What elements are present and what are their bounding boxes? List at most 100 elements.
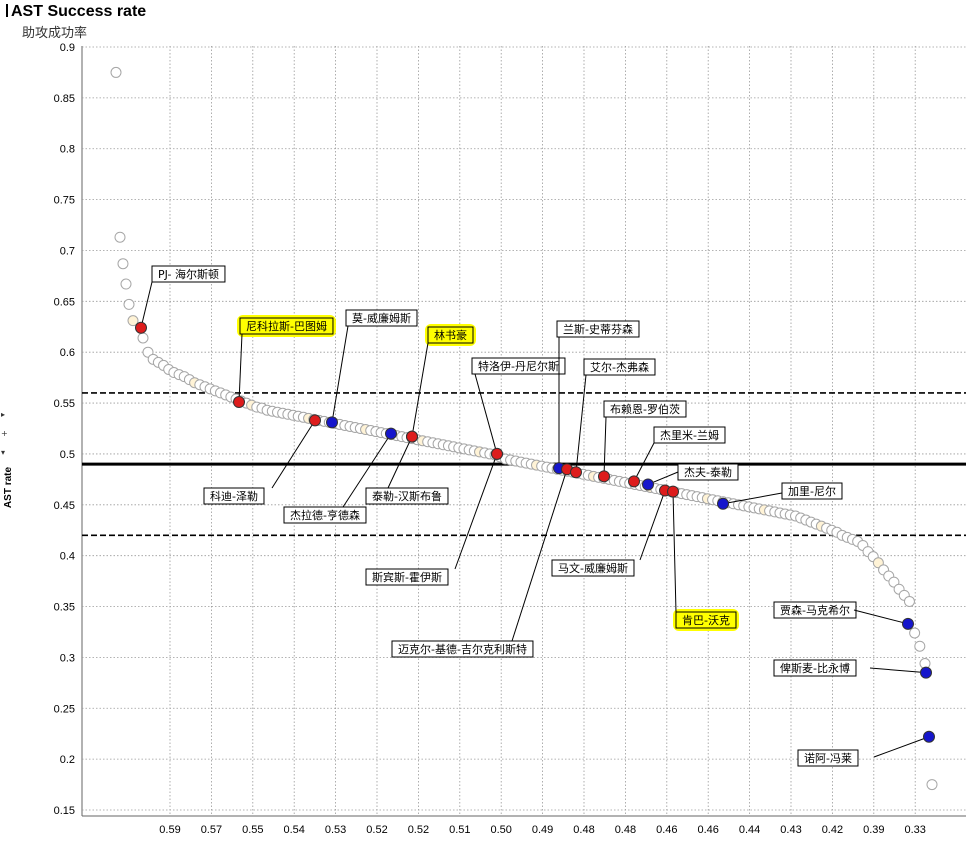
chart-title-text: AST Success rate <box>11 3 147 20</box>
y-tick-label: 0.2 <box>60 754 75 766</box>
plus-icon[interactable]: + <box>1 429 8 438</box>
label-connector <box>331 325 349 423</box>
labeled-point-red <box>406 430 418 443</box>
y-tick-label: 0.4 <box>60 551 75 563</box>
x-tick-label: 0.39 <box>863 824 884 836</box>
point-label: 贾森-马克希尔 <box>780 603 850 617</box>
labeled-point-blue <box>717 497 729 510</box>
labeled-point-red <box>628 475 640 488</box>
background-point <box>903 595 915 607</box>
label-connector <box>853 609 909 625</box>
point-label: PJ- 海尔斯顿 <box>158 267 219 281</box>
y-tick-label: 0.15 <box>54 805 75 817</box>
label-connector <box>387 436 413 489</box>
background-point <box>137 332 149 344</box>
background-point <box>120 278 132 290</box>
label-connector <box>633 442 655 482</box>
y-tick-label: 0.7 <box>60 245 75 257</box>
point-label: 杰夫-泰勒 <box>684 465 732 479</box>
labeled-point-blue <box>642 478 654 491</box>
y-tick-label: 0.5 <box>60 449 75 461</box>
label-box <box>583 358 656 376</box>
label-connector <box>869 667 927 674</box>
point-label: 泰勒-汉斯布鲁 <box>372 489 442 503</box>
x-tick-label: 0.44 <box>739 824 760 836</box>
label-connector <box>672 491 677 613</box>
labeled-point-red <box>135 321 147 334</box>
background-point <box>117 258 129 270</box>
x-tick-label: 0.51 <box>449 824 470 836</box>
title-marker <box>6 4 8 17</box>
point-label: 斯宾斯-霍伊斯 <box>372 570 442 584</box>
y-tick-label: 0.75 <box>54 195 75 207</box>
labeled-point-red <box>233 396 245 409</box>
x-tick-label: 0.52 <box>366 824 387 836</box>
point-label: 杰拉德-亨德森 <box>290 508 360 522</box>
label-connector <box>511 469 568 642</box>
point-label: 迈克尔-基德-吉尔克利斯特 <box>398 642 527 656</box>
labeled-point-red <box>309 414 321 427</box>
point-label: 林书豪 <box>434 328 467 342</box>
label-box <box>283 506 367 524</box>
labeled-point-red <box>598 470 610 483</box>
labeled-point-blue <box>326 416 338 429</box>
background-points <box>110 66 938 791</box>
label-box <box>427 326 474 344</box>
background-point <box>914 640 926 652</box>
y-tick-label: 0.65 <box>54 296 75 308</box>
point-label: 布赖恩-罗伯茨 <box>610 402 680 416</box>
x-tick-label: 0.53 <box>325 824 346 836</box>
label-box <box>391 640 534 658</box>
label-box <box>365 487 449 505</box>
point-label: 科迪-泽勒 <box>210 489 258 503</box>
x-tick-label: 0.42 <box>822 824 843 836</box>
point-label: 俾斯麦-比永博 <box>780 661 850 675</box>
label-connector <box>140 281 153 328</box>
label-connector <box>873 736 930 758</box>
y-tick-label: 0.6 <box>60 347 75 359</box>
labeled-point-blue <box>902 617 914 630</box>
y-tick-label: 0.3 <box>60 652 75 664</box>
background-point <box>909 627 921 639</box>
label-box <box>797 749 859 767</box>
label-connector <box>639 490 666 561</box>
label-connector <box>575 374 587 473</box>
chevron-right-icon[interactable]: ▸ <box>1 410 6 419</box>
point-label: 加里-尼尔 <box>788 485 836 498</box>
label-connector <box>603 416 607 477</box>
label-connector <box>454 453 498 570</box>
y-tick-label: 0.45 <box>54 500 75 512</box>
point-label: 马文-威廉姆斯 <box>558 561 628 575</box>
y-tick-label: 0.35 <box>54 602 75 614</box>
x-tick-label: 0.59 <box>159 824 180 836</box>
labeled-point-blue <box>923 730 935 743</box>
point-label: 莫-威廉姆斯 <box>352 311 411 325</box>
point-label: 艾尔-杰弗森 <box>590 360 649 374</box>
label-box <box>203 487 265 505</box>
point-label: 诺阿-冯莱 <box>804 752 852 765</box>
label-connector <box>342 433 392 508</box>
label-connector <box>411 342 429 437</box>
axis-controls[interactable]: ▸ + ▾ <box>1 405 11 462</box>
label-connector <box>238 333 243 403</box>
labeled-point-red <box>667 485 679 498</box>
label-connector <box>722 492 783 505</box>
background-point <box>926 779 938 791</box>
x-tick-label: 0.54 <box>283 824 304 836</box>
label-box <box>603 400 687 418</box>
x-tick-label: 0.49 <box>532 824 553 836</box>
background-point <box>114 231 126 243</box>
x-tick-label: 0.33 <box>904 824 925 836</box>
label-box <box>675 611 737 629</box>
y-tick-label: 0.8 <box>60 144 75 156</box>
chevron-down-icon[interactable]: ▾ <box>1 448 6 457</box>
label-box <box>345 309 418 327</box>
label-box <box>551 559 635 577</box>
label-box <box>471 357 566 375</box>
labeled-point-blue <box>385 427 397 440</box>
x-tick-label: 0.46 <box>656 824 677 836</box>
y-tick-label: 0.9 <box>60 42 75 54</box>
label-box <box>773 659 857 677</box>
y-tick-label: 0.85 <box>54 93 75 105</box>
